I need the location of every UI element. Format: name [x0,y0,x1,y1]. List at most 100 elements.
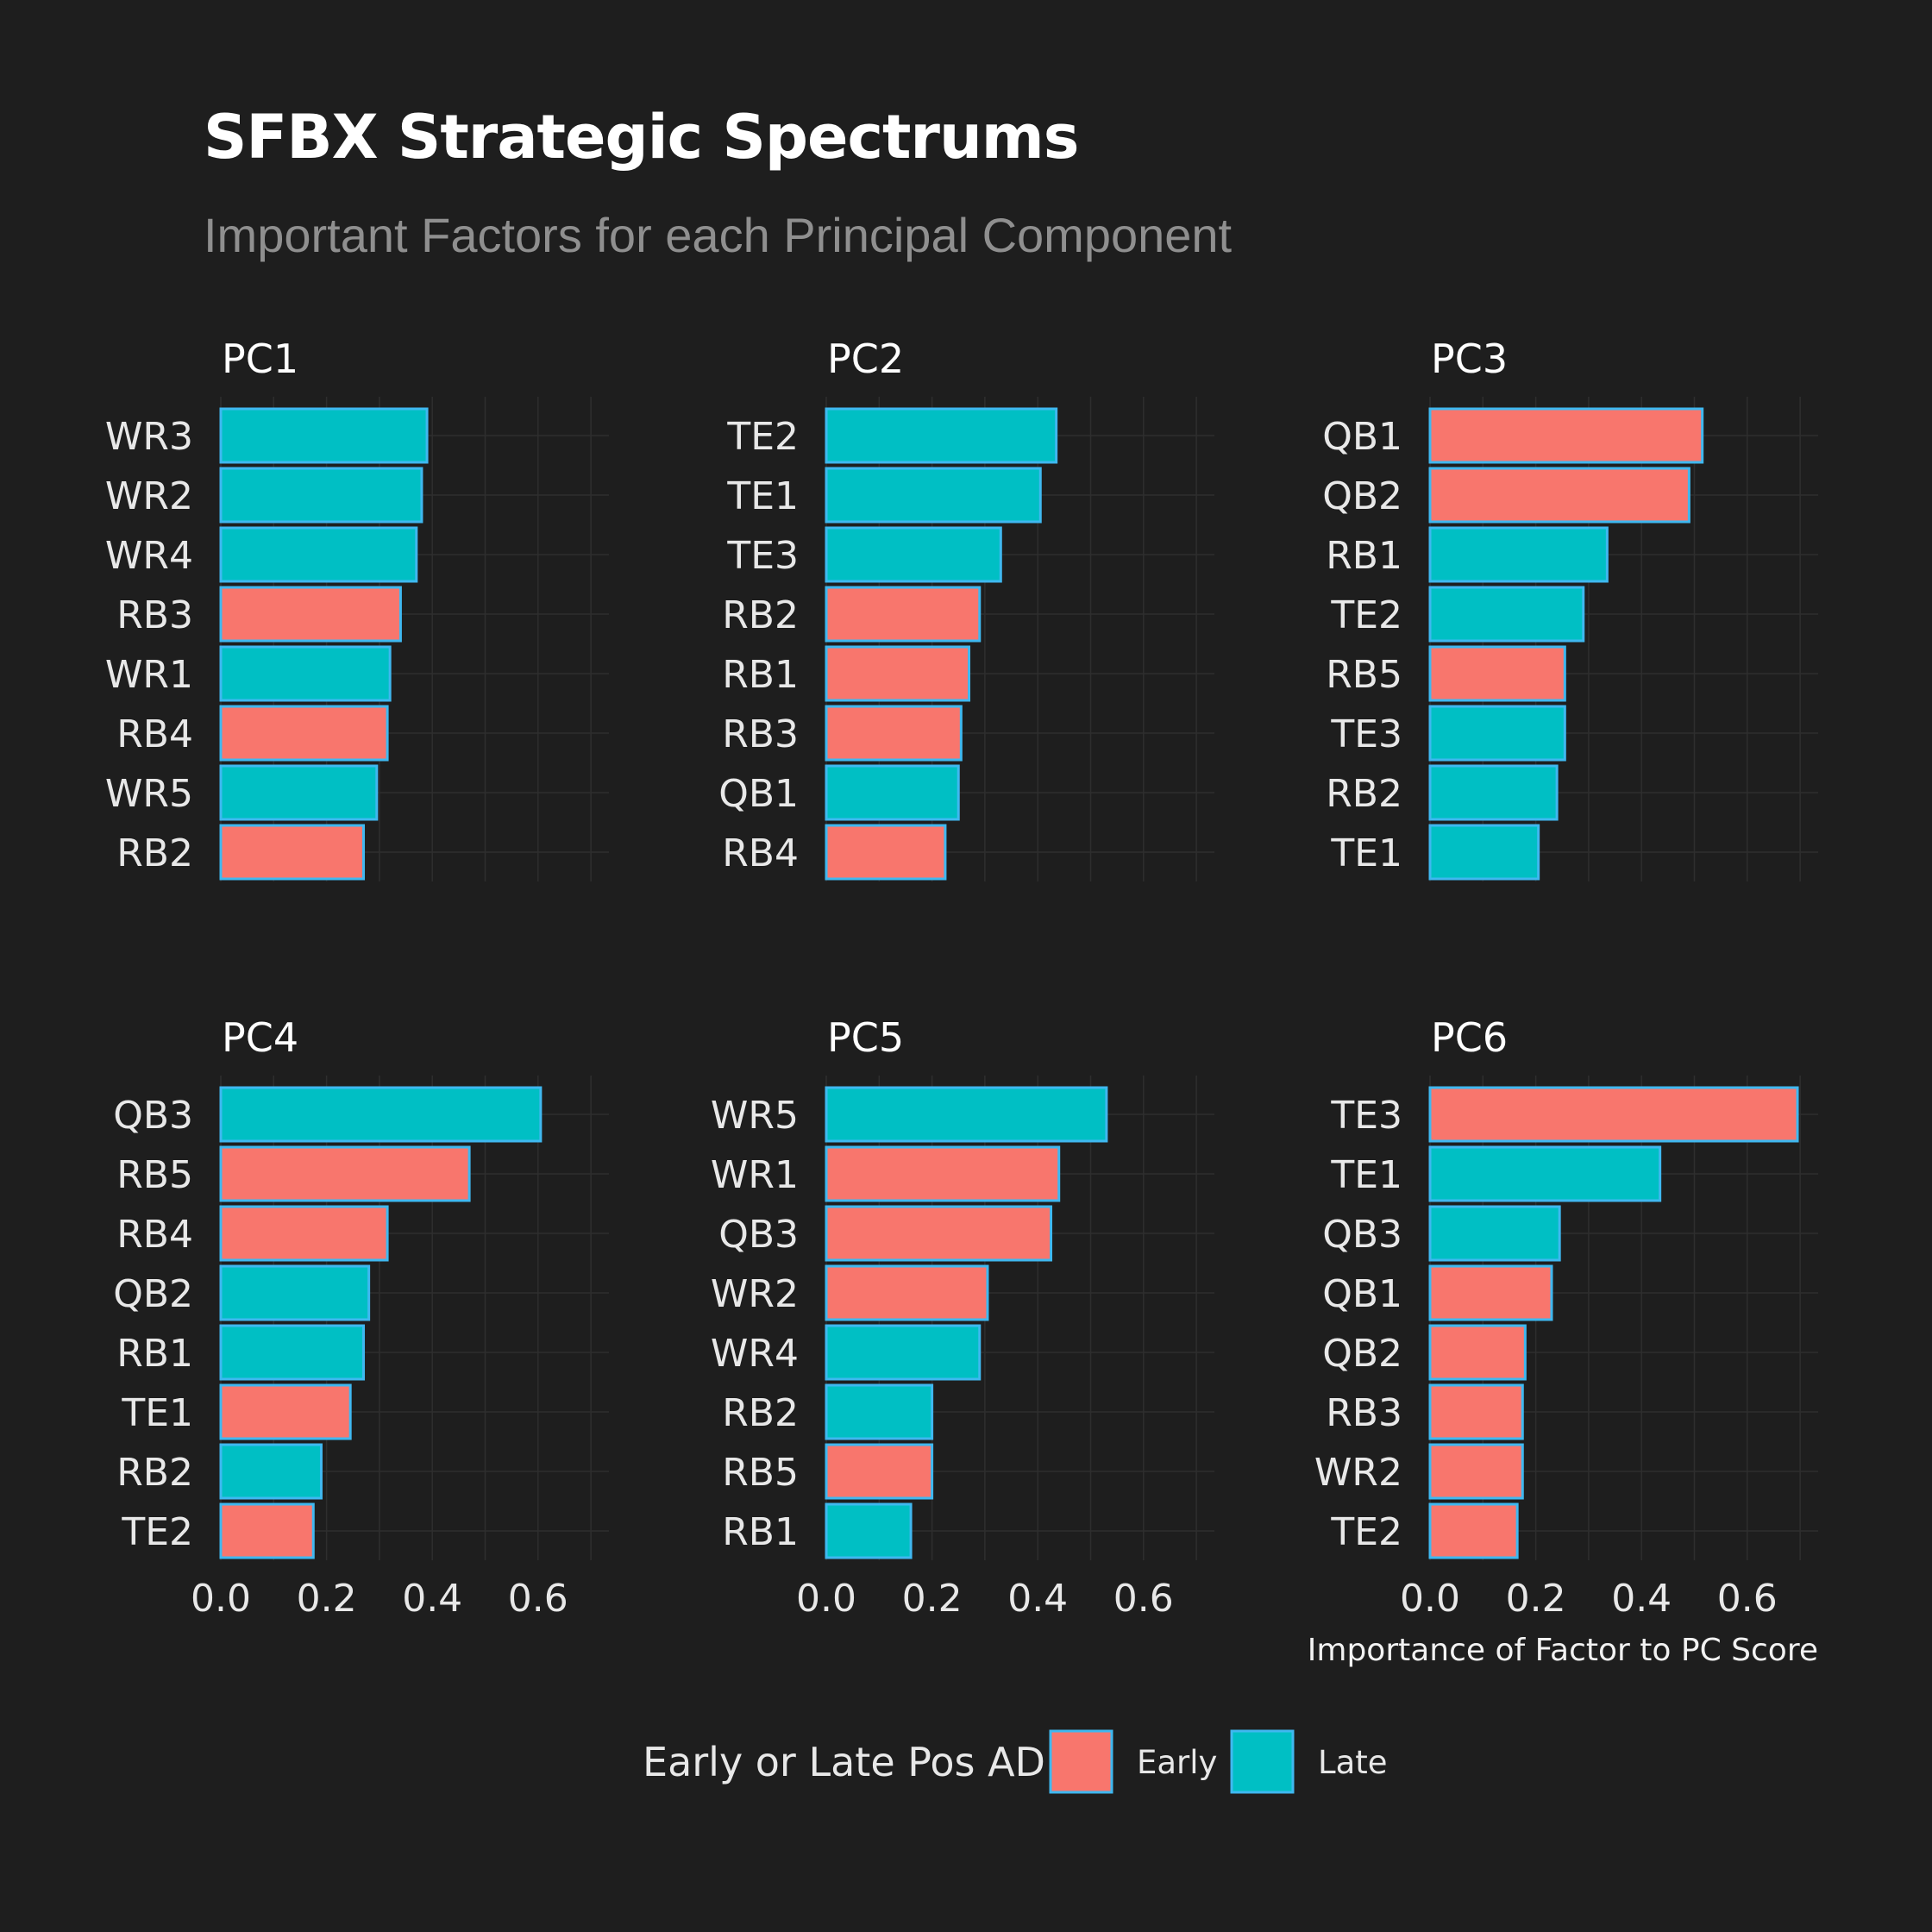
pc2-category-label: RB4 [722,831,799,875]
pc6-category-label: QB2 [1322,1332,1402,1376]
legend-label-early: Early [1137,1744,1217,1781]
pc2-category-label: TE2 [726,415,799,459]
pc1-bar-rb3 [219,586,402,643]
pc3-bar-te3 [1428,705,1566,762]
legend-key-late [1230,1729,1295,1794]
pc4-xtick-label: 0.0 [191,1577,251,1621]
pc4-category-label: QB3 [113,1094,193,1138]
pc4-xtick-label: 0.4 [402,1577,462,1621]
pc6-bar-te2 [1428,1502,1519,1559]
legend-title: Early or Late Pos ADP [643,1739,1070,1785]
pc3-category-label: RB2 [1326,772,1402,816]
pc1-bar-wr3 [219,407,429,464]
pc6-xtick-label: 0.4 [1611,1577,1672,1621]
pc3-bar-te2 [1428,586,1585,643]
pc6-category-label: TE1 [1330,1153,1402,1197]
pc5-bar-wr5 [825,1086,1108,1143]
pc5-facet-title: PC5 [827,1014,904,1061]
pc6-bar-wr2 [1428,1443,1524,1500]
chart-subtitle: Important Factors for each Principal Com… [204,208,1233,262]
pc2-bar-qb1 [825,764,960,821]
pc5-xtick-label: 0.4 [1007,1577,1068,1621]
pc4-facet-title: PC4 [222,1014,298,1061]
pc3-bar-rb5 [1428,645,1566,702]
pc5-bar-wr1 [825,1145,1061,1202]
pc3-category-label: QB2 [1322,474,1402,518]
pc6-bar-qb2 [1428,1324,1527,1381]
pc2-facet-title: PC2 [827,336,904,382]
pc4-category-label: RB2 [116,1451,193,1495]
pc1-bar-rb4 [219,705,389,762]
pc5-xtick-label: 0.0 [796,1577,856,1621]
pc2-category-label: TE1 [726,474,799,518]
pc4-bar-rb4 [219,1205,389,1262]
pc5-xtick-label: 0.6 [1113,1577,1174,1621]
legend-key-early [1049,1729,1113,1794]
pc4-category-label: QB2 [113,1272,193,1316]
pc4-bar-te1 [219,1383,352,1440]
pc2-category-label: TE3 [726,534,799,578]
pc4-xtick-label: 0.6 [508,1577,568,1621]
pc3-category-label: TE1 [1330,831,1402,875]
pc6-bar-rb3 [1428,1383,1524,1440]
pc5-category-label: WR1 [711,1153,799,1197]
pc6-category-label: WR2 [1314,1451,1402,1495]
pc6-xtick-label: 0.2 [1506,1577,1566,1621]
pc6-category-label: RB3 [1326,1391,1402,1435]
pc2-category-label: RB1 [722,653,799,697]
pc5-category-label: WR5 [711,1094,799,1138]
pc4-category-label: RB5 [116,1153,193,1197]
pc1-category-label: RB3 [116,593,193,637]
pc5-bar-wr4 [825,1324,982,1381]
pc4-category-label: TE2 [121,1510,193,1554]
pc5-category-label: WR4 [711,1332,799,1376]
pc3-category-label: RB1 [1326,534,1402,578]
pc5-bar-wr2 [825,1264,989,1321]
pc2-category-label: RB3 [722,712,799,756]
pc3-facet-title: PC3 [1431,336,1508,382]
pc4-bar-rb5 [219,1145,471,1202]
pc4-bar-qb3 [219,1086,543,1143]
pc4-category-label: TE1 [121,1391,193,1435]
pc5-category-label: RB5 [722,1451,799,1495]
pc6-xtick-label: 0.6 [1717,1577,1778,1621]
pc3-category-label: QB1 [1322,415,1402,459]
pc5-bar-rb1 [825,1502,913,1559]
pc5-category-label: RB2 [722,1391,799,1435]
pc4-bar-rb1 [219,1324,366,1381]
pc1-category-label: RB2 [116,831,193,875]
pc1-bar-wr1 [219,645,392,702]
pc6-xtick-label: 0.0 [1400,1577,1460,1621]
pc2-bar-rb2 [825,586,982,643]
pc6-bar-qb1 [1428,1264,1553,1321]
pc6-category-label: TE3 [1330,1094,1402,1138]
pc1-category-label: WR5 [105,772,193,816]
pc2-category-label: QB1 [718,772,799,816]
pc3-bar-rb1 [1428,526,1609,583]
pc4-bar-rb2 [219,1443,323,1500]
pc2-bar-te2 [825,407,1058,464]
pc4-xtick-label: 0.2 [297,1577,357,1621]
pc2-bar-rb1 [825,645,971,702]
pc6-facet-title: PC6 [1431,1014,1508,1061]
pc6-category-label: QB1 [1322,1272,1402,1316]
pc6-bar-qb3 [1428,1205,1561,1262]
pc4-bar-qb2 [219,1264,371,1321]
pc5-xtick-label: 0.2 [902,1577,963,1621]
pc4-category-label: RB4 [116,1213,193,1257]
pc1-category-label: WR3 [105,415,193,459]
pc3-category-label: TE3 [1330,712,1402,756]
pc1-bar-rb2 [219,824,366,881]
pc1-category-label: WR1 [105,653,193,697]
pc2-bar-te3 [825,526,1002,583]
pc6-category-label: QB3 [1322,1213,1402,1257]
pc3-bar-qb2 [1428,467,1690,524]
pc4-bar-te2 [219,1502,315,1559]
pc2-bar-rb4 [825,824,947,881]
pc3-bar-te1 [1428,824,1540,881]
pc1-bar-wr5 [219,764,379,821]
pc5-category-label: QB3 [718,1213,799,1257]
legend-label-late: Late [1318,1744,1388,1781]
